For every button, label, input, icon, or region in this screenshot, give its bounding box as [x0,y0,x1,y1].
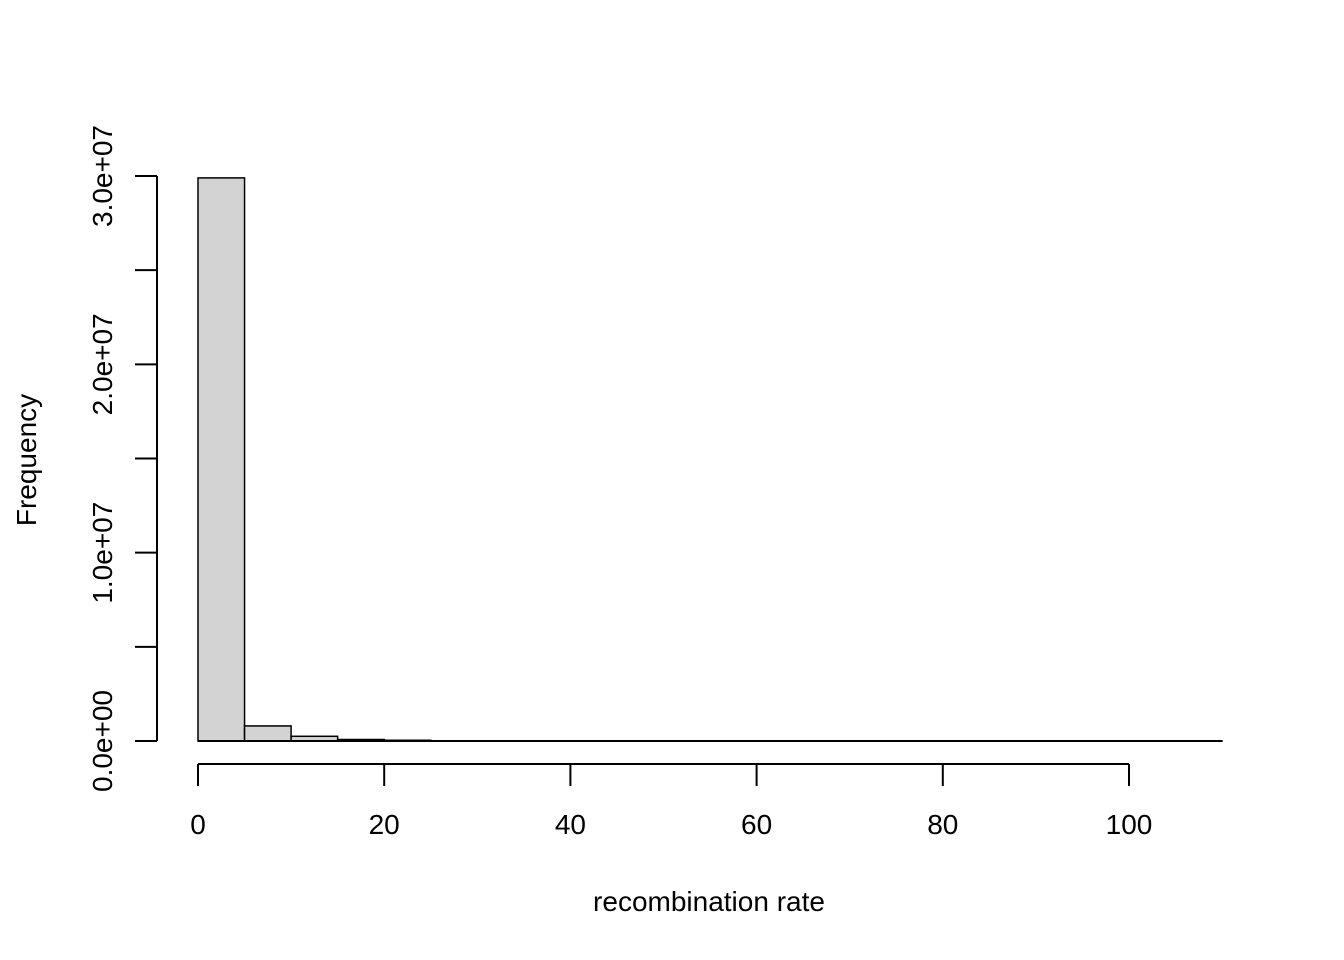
histogram-bar [197,177,246,742]
x-axis: 0 20 40 60 80 100 [190,763,1153,840]
x-axis-title: recombination rate [593,886,825,917]
x-tick-label: 100 [1106,809,1153,840]
x-tick-label: 60 [741,809,772,840]
x-tick-label: 80 [927,809,958,840]
x-tick-label: 40 [555,809,586,840]
x-tick-label: 20 [369,809,400,840]
bars-group [197,177,1223,742]
y-tick-label: 0.0e+00 [87,690,118,792]
y-tick-label: 1.0e+07 [87,502,118,604]
x-tick-label: 0 [190,809,206,840]
y-axis: 0.0e+00 1.0e+07 2.0e+07 3.0e+07 [87,125,158,792]
y-tick-label: 3.0e+07 [87,125,118,227]
histogram-bar [243,725,292,742]
y-tick-label: 2.0e+07 [87,313,118,415]
y-axis-title: Frequency [11,394,42,526]
